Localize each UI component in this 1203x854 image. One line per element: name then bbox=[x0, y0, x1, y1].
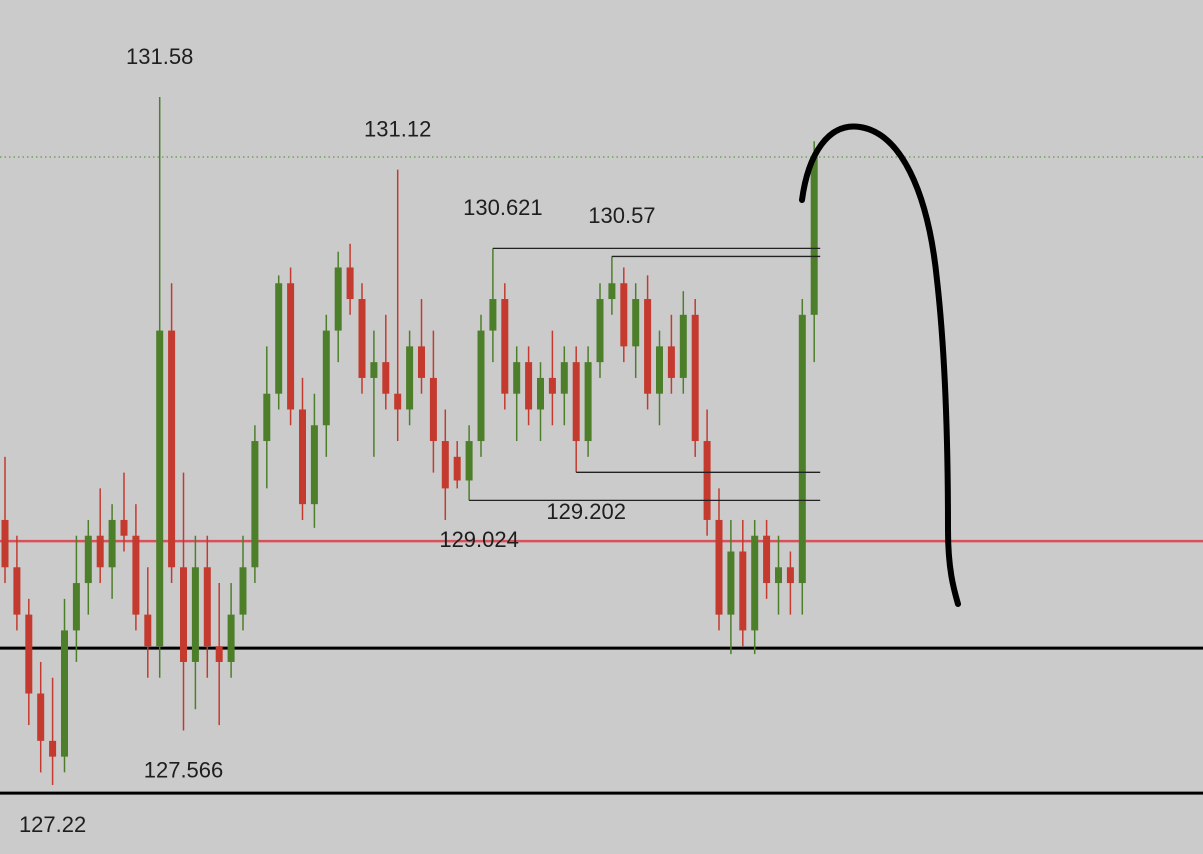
candle-body bbox=[798, 314, 806, 584]
candle-body bbox=[775, 567, 782, 584]
candle-body bbox=[227, 614, 235, 662]
candle-body bbox=[13, 567, 21, 615]
candle-body bbox=[334, 267, 342, 331]
candle-body bbox=[584, 362, 592, 442]
candle-body bbox=[61, 630, 68, 757]
candle-body bbox=[25, 614, 33, 694]
candle-body bbox=[287, 283, 295, 410]
candle-body bbox=[382, 362, 390, 394]
candle-body bbox=[810, 157, 818, 315]
price-label: 130.57 bbox=[588, 203, 655, 228]
candle-body bbox=[679, 314, 687, 378]
candle-body bbox=[203, 567, 211, 647]
candle-body bbox=[465, 441, 473, 481]
candle-body bbox=[620, 283, 628, 347]
candle-body bbox=[132, 535, 140, 615]
candle-body bbox=[191, 567, 199, 662]
candle-body bbox=[632, 299, 640, 347]
candle-body bbox=[739, 551, 747, 631]
candle-body bbox=[1, 519, 9, 568]
candle-body bbox=[572, 362, 580, 442]
candle-body bbox=[37, 693, 45, 741]
candle-body bbox=[72, 583, 80, 631]
candle-body bbox=[251, 441, 259, 568]
candle-body bbox=[156, 330, 164, 647]
candle-body bbox=[322, 330, 330, 426]
candle-body bbox=[608, 283, 616, 300]
candle-body bbox=[513, 362, 521, 394]
price-label: 130.621 bbox=[463, 195, 543, 220]
candle-body bbox=[751, 535, 759, 631]
candle-body bbox=[239, 567, 247, 615]
price-label: 131.12 bbox=[364, 116, 431, 141]
candle-body bbox=[715, 519, 723, 615]
candle-body bbox=[370, 362, 378, 378]
candle-body bbox=[763, 535, 771, 584]
candle-body bbox=[525, 362, 533, 410]
candle-body bbox=[275, 283, 283, 394]
candle-body bbox=[346, 267, 354, 300]
price-label: 127.566 bbox=[144, 757, 224, 782]
candle-body bbox=[120, 519, 128, 536]
hand-drawn-arrow bbox=[799, 123, 961, 607]
candle-body bbox=[548, 377, 556, 394]
candle-body bbox=[96, 535, 104, 568]
candle-body bbox=[406, 346, 414, 410]
candle-body bbox=[477, 330, 485, 442]
price-label: 131.58 bbox=[126, 44, 193, 69]
price-label: 129.024 bbox=[439, 527, 519, 552]
candle-body bbox=[49, 740, 57, 757]
candle-body bbox=[786, 567, 794, 584]
candle-body bbox=[489, 299, 497, 331]
candle-body bbox=[501, 299, 509, 394]
candle-body bbox=[727, 551, 735, 615]
candle-body bbox=[596, 299, 604, 363]
candle-body bbox=[394, 393, 402, 410]
candle-body bbox=[215, 646, 223, 662]
candle-body bbox=[691, 314, 699, 442]
candle-body bbox=[84, 535, 92, 584]
candle-body bbox=[537, 377, 544, 410]
candle-body bbox=[441, 441, 449, 489]
candle-body bbox=[168, 330, 176, 568]
candle-body bbox=[263, 393, 271, 442]
plot: 131.58 131.12 130.621 130.57 129.202 129.024 1… bbox=[0, 44, 1203, 837]
candle-body bbox=[703, 441, 711, 520]
candle-body bbox=[644, 299, 652, 394]
price-label: 129.202 bbox=[546, 499, 626, 524]
candle-body bbox=[429, 377, 437, 442]
candle-body bbox=[108, 519, 116, 568]
candle-body bbox=[656, 346, 663, 394]
candle-body bbox=[180, 567, 187, 662]
candle-body bbox=[299, 409, 306, 505]
candle-body bbox=[310, 425, 318, 505]
candle-body bbox=[144, 614, 152, 647]
price-label: 127.22 bbox=[19, 812, 86, 837]
candle-body bbox=[453, 456, 461, 481]
candle-body bbox=[418, 346, 425, 378]
candle-body bbox=[560, 362, 568, 394]
candle-body bbox=[358, 299, 366, 378]
candle-body bbox=[667, 346, 675, 378]
